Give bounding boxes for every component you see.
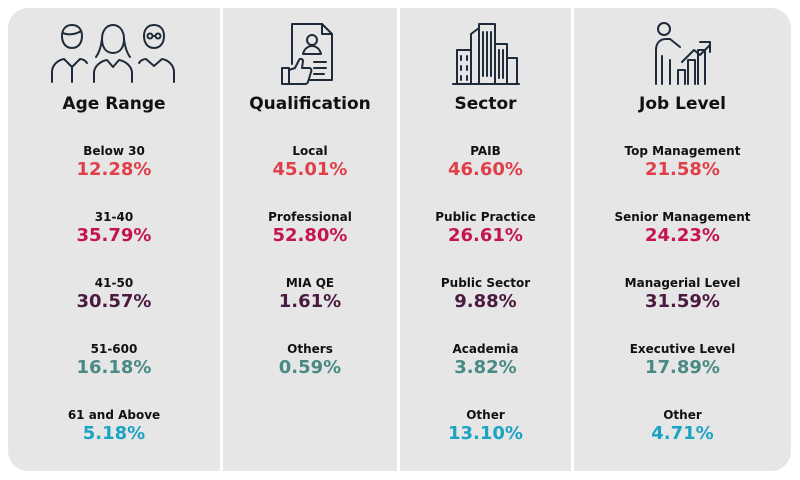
item-label: Senior Management — [614, 210, 751, 224]
list-item: MIA QE 1.61% — [223, 276, 397, 313]
item-label: 61 and Above — [67, 408, 161, 422]
item-value: 1.61% — [278, 291, 342, 312]
item-label: 41-50 — [94, 276, 134, 290]
list-item: Others 0.59% — [223, 342, 397, 379]
list-item: Managerial Level 31.59% — [574, 276, 791, 313]
list-item: PAIB 46.60% — [400, 144, 571, 181]
buildings-icon — [451, 20, 521, 86]
list-item: Below 30 12.28% — [8, 144, 220, 181]
list-item: Other 13.10% — [400, 408, 571, 445]
item-value: 45.01% — [272, 159, 348, 180]
item-value: 31.59% — [645, 291, 720, 312]
item-label: Managerial Level — [624, 276, 741, 290]
column-divider — [571, 8, 574, 471]
list-item: Public Practice 26.61% — [400, 210, 571, 247]
item-label: Executive Level — [629, 342, 736, 356]
item-label: Academia — [452, 342, 519, 356]
list-item: Top Management 21.58% — [574, 144, 791, 181]
age-range-column: Age Range Below 30 12.28% 31-40 35.79% 4… — [8, 8, 220, 471]
item-value: 12.28% — [76, 159, 152, 180]
item-value: 5.18% — [82, 423, 146, 444]
stats-panel: Age Range Below 30 12.28% 31-40 35.79% 4… — [8, 8, 791, 471]
item-value: 4.71% — [651, 423, 714, 444]
item-label: Public Sector — [440, 276, 531, 290]
resume-thumbs-up-icon — [280, 20, 340, 86]
qualification-heading: Qualification — [249, 94, 371, 114]
presenter-growth-chart-icon — [652, 20, 714, 86]
item-label: Others — [287, 342, 333, 356]
list-item: 51-600 16.18% — [8, 342, 220, 379]
item-label: Public Practice — [435, 210, 536, 224]
item-value: 9.88% — [454, 291, 517, 312]
list-item: Public Sector 9.88% — [400, 276, 571, 313]
item-label: PAIB — [470, 144, 501, 158]
age-range-heading: Age Range — [62, 94, 166, 114]
list-item: Other 4.71% — [574, 408, 791, 445]
item-value: 26.61% — [448, 225, 523, 246]
list-item: 31-40 35.79% — [8, 210, 220, 247]
list-item: Professional 52.80% — [223, 210, 397, 247]
item-label: Professional — [268, 210, 352, 224]
column-divider — [397, 8, 400, 471]
sector-heading: Sector — [454, 94, 517, 114]
item-label: MIA QE — [285, 276, 335, 290]
list-item: Senior Management 24.23% — [574, 210, 791, 247]
item-value: 46.60% — [448, 159, 523, 180]
item-label: Other — [663, 408, 702, 422]
item-value: 21.58% — [645, 159, 720, 180]
item-value: 0.59% — [278, 357, 342, 378]
list-item: Executive Level 17.89% — [574, 342, 791, 379]
item-value: 16.18% — [76, 357, 152, 378]
item-value: 52.80% — [272, 225, 348, 246]
people-group-icon — [44, 20, 184, 84]
item-value: 17.89% — [645, 357, 720, 378]
item-value: 30.57% — [76, 291, 152, 312]
job-level-column: Job Level Top Management 21.58% Senior M… — [574, 8, 791, 471]
sector-column: Sector PAIB 46.60% Public Practice 26.61… — [400, 8, 571, 471]
item-label: 31-40 — [94, 210, 134, 224]
item-label: Other — [466, 408, 505, 422]
item-value: 13.10% — [448, 423, 523, 444]
item-value: 24.23% — [645, 225, 720, 246]
item-value: 35.79% — [76, 225, 152, 246]
item-label: Local — [292, 144, 328, 158]
list-item: Local 45.01% — [223, 144, 397, 181]
qualification-column: Qualification Local 45.01% Professional … — [223, 8, 397, 471]
list-item: 41-50 30.57% — [8, 276, 220, 313]
item-value: 3.82% — [454, 357, 517, 378]
item-label: Below 30 — [83, 144, 145, 158]
list-item: 61 and Above 5.18% — [8, 408, 220, 445]
item-label: Top Management — [624, 144, 741, 158]
column-divider — [220, 8, 223, 471]
job-level-heading: Job Level — [639, 94, 726, 114]
item-label: 51-600 — [90, 342, 138, 356]
list-item: Academia 3.82% — [400, 342, 571, 379]
